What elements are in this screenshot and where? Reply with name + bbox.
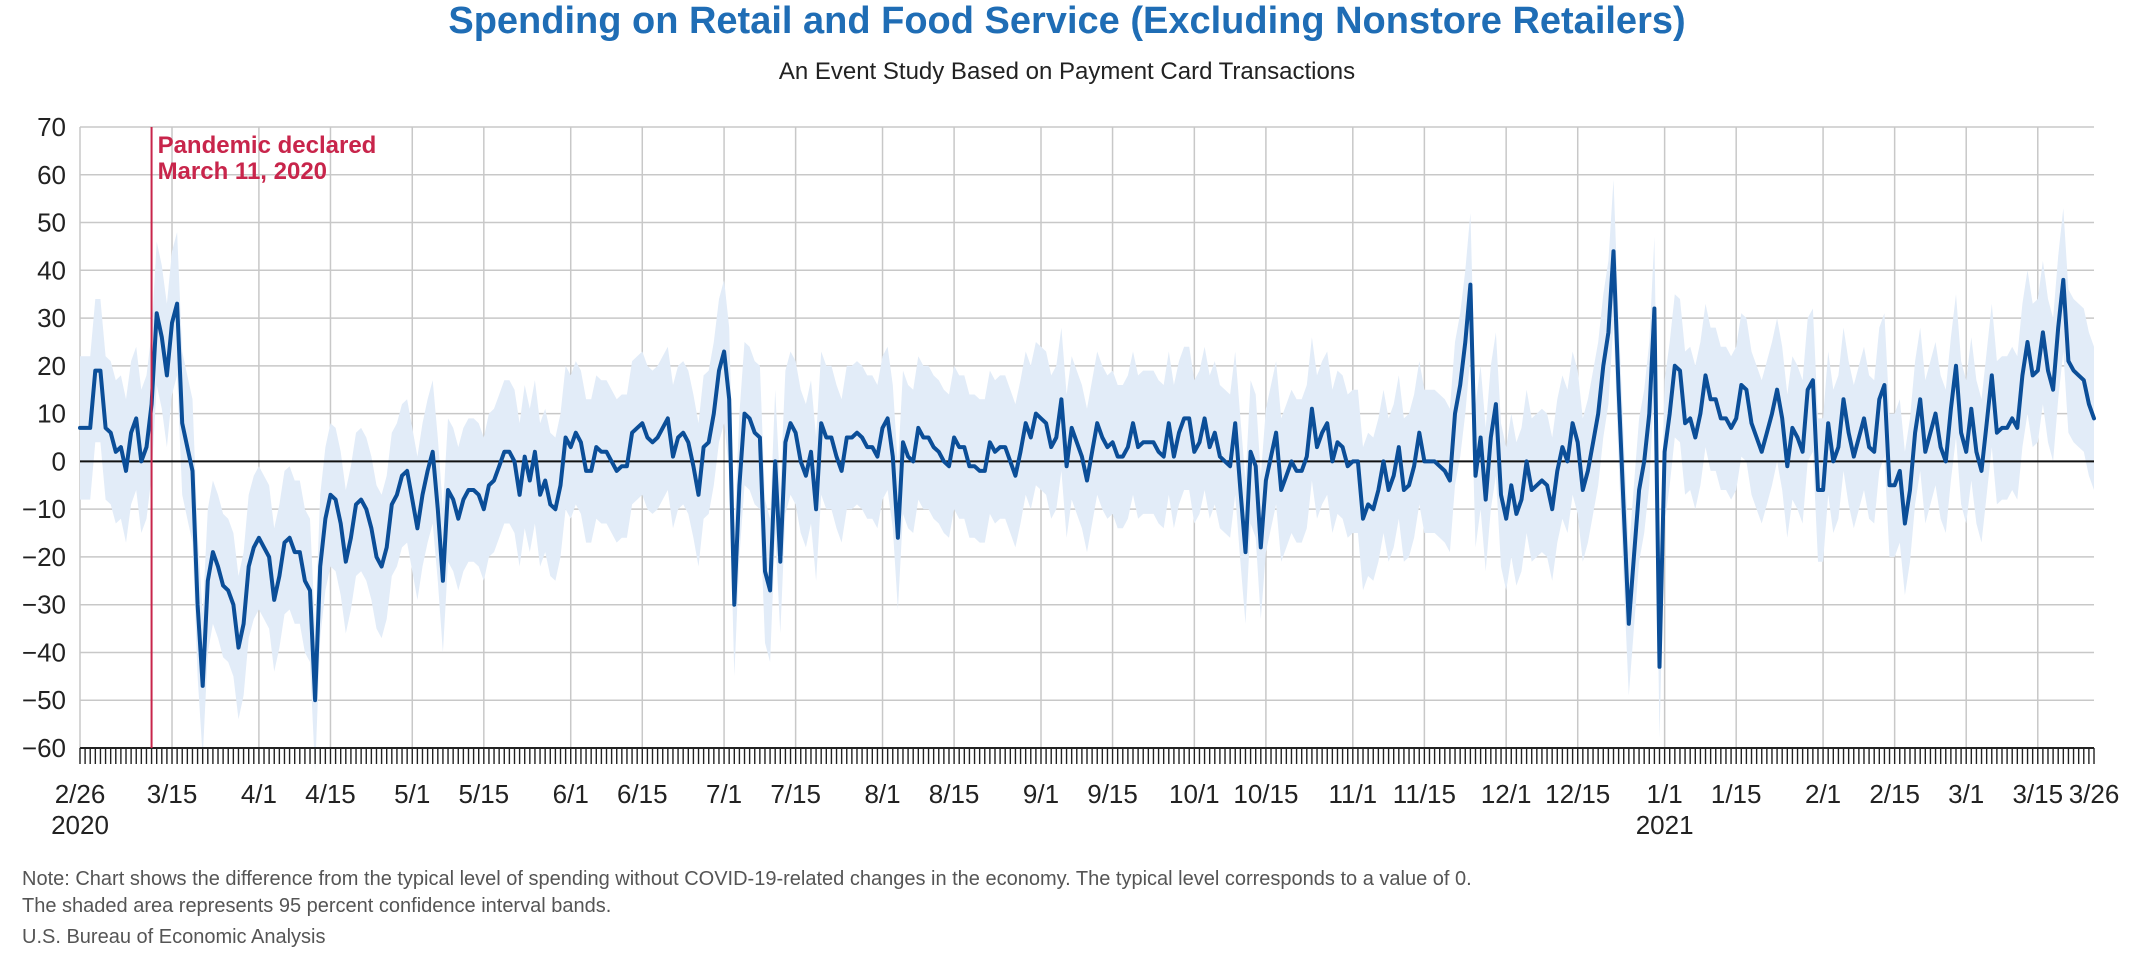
x-tick-label: 12/1 bbox=[1481, 779, 1532, 809]
y-tick-label: 30 bbox=[37, 303, 66, 333]
x-tick-label: 7/1 bbox=[706, 779, 742, 809]
x-tick-label: 11/1 bbox=[1328, 779, 1377, 809]
x-tick-label: 2/1 bbox=[1805, 779, 1841, 809]
note-line-2: The shaded area represents 95 percent co… bbox=[22, 895, 612, 917]
y-tick-label: 20 bbox=[37, 351, 66, 381]
tick-label-layer: 706050403020100−10−20−30−40−50−602/26202… bbox=[22, 112, 2119, 840]
chart-title: Spending on Retail and Food Service (Exc… bbox=[448, 0, 1686, 42]
annotation-label-line1: Pandemic declared bbox=[158, 132, 377, 159]
x-tick-label: 2/15 bbox=[1869, 779, 1920, 809]
note-line-1: Note: Chart shows the difference from th… bbox=[22, 868, 1472, 890]
x-tick-label: 4/15 bbox=[305, 779, 356, 809]
y-tick-label: −60 bbox=[22, 733, 66, 763]
x-tick-label: 6/15 bbox=[617, 779, 668, 809]
y-tick-label: −20 bbox=[22, 542, 66, 572]
x-tick-label: 5/15 bbox=[459, 779, 510, 809]
x-tick-label: 7/15 bbox=[770, 779, 821, 809]
x-tick-label: 10/15 bbox=[1233, 779, 1298, 809]
x-tick-label: 1/15 bbox=[1711, 779, 1762, 809]
x-tick-label: 12/15 bbox=[1545, 779, 1610, 809]
y-tick-label: 50 bbox=[37, 208, 66, 238]
annotation-label-line2: March 11, 2020 bbox=[158, 158, 327, 185]
chart-canvas: Pandemic declared March 11, 2020 70 60 50 4… bbox=[22, 112, 2119, 840]
x-year-label: 2021 bbox=[1636, 810, 1694, 840]
chart-subtitle: An Event Study Based on Payment Card Tra… bbox=[778, 58, 1356, 85]
y-tick-label: −30 bbox=[22, 590, 66, 620]
x-tick-label: 10/1 bbox=[1169, 779, 1220, 809]
x-tick-label: 1/1 bbox=[1647, 779, 1683, 809]
y-tick-label: −50 bbox=[22, 685, 66, 715]
y-tick-label: 70 bbox=[37, 112, 66, 142]
x-tick-label: 8/15 bbox=[929, 779, 980, 809]
y-tick-label: 10 bbox=[37, 399, 66, 429]
y-tick-label: −40 bbox=[22, 637, 66, 667]
x-tick-label: 8/1 bbox=[864, 779, 900, 809]
axis-layer bbox=[79, 460, 2095, 764]
annotation-layer: Pandemic declared March 11, 2020 bbox=[150, 127, 377, 748]
series-line-layer bbox=[78, 249, 2096, 703]
x-tick-label: 5/1 bbox=[394, 779, 430, 809]
y-tick-label: −10 bbox=[22, 494, 66, 524]
chart-source: U.S. Bureau of Economic Analysis bbox=[22, 926, 326, 948]
x-tick-label: 11/15 bbox=[1393, 779, 1456, 809]
x-year-label: 2020 bbox=[51, 810, 109, 840]
x-tick-label: 3/1 bbox=[1948, 779, 1984, 809]
x-tick-label: 3/26 bbox=[2069, 779, 2120, 809]
x-tick-label: 6/1 bbox=[553, 779, 589, 809]
series-line bbox=[78, 249, 2096, 703]
x-tick-label: 9/15 bbox=[1087, 779, 1138, 809]
y-tick-label: 0 bbox=[52, 446, 66, 476]
x-tick-label: 3/15 bbox=[2012, 779, 2063, 809]
chart-note: Note: Chart shows the difference from th… bbox=[22, 866, 2112, 920]
x-tick-label: 3/15 bbox=[147, 779, 198, 809]
x-tick-label: 4/1 bbox=[241, 779, 277, 809]
x-tick-label: 2/26 bbox=[55, 779, 106, 809]
x-tick-label: 9/1 bbox=[1023, 779, 1059, 809]
y-tick-label: 40 bbox=[37, 255, 66, 285]
y-tick-label: 60 bbox=[37, 160, 66, 190]
